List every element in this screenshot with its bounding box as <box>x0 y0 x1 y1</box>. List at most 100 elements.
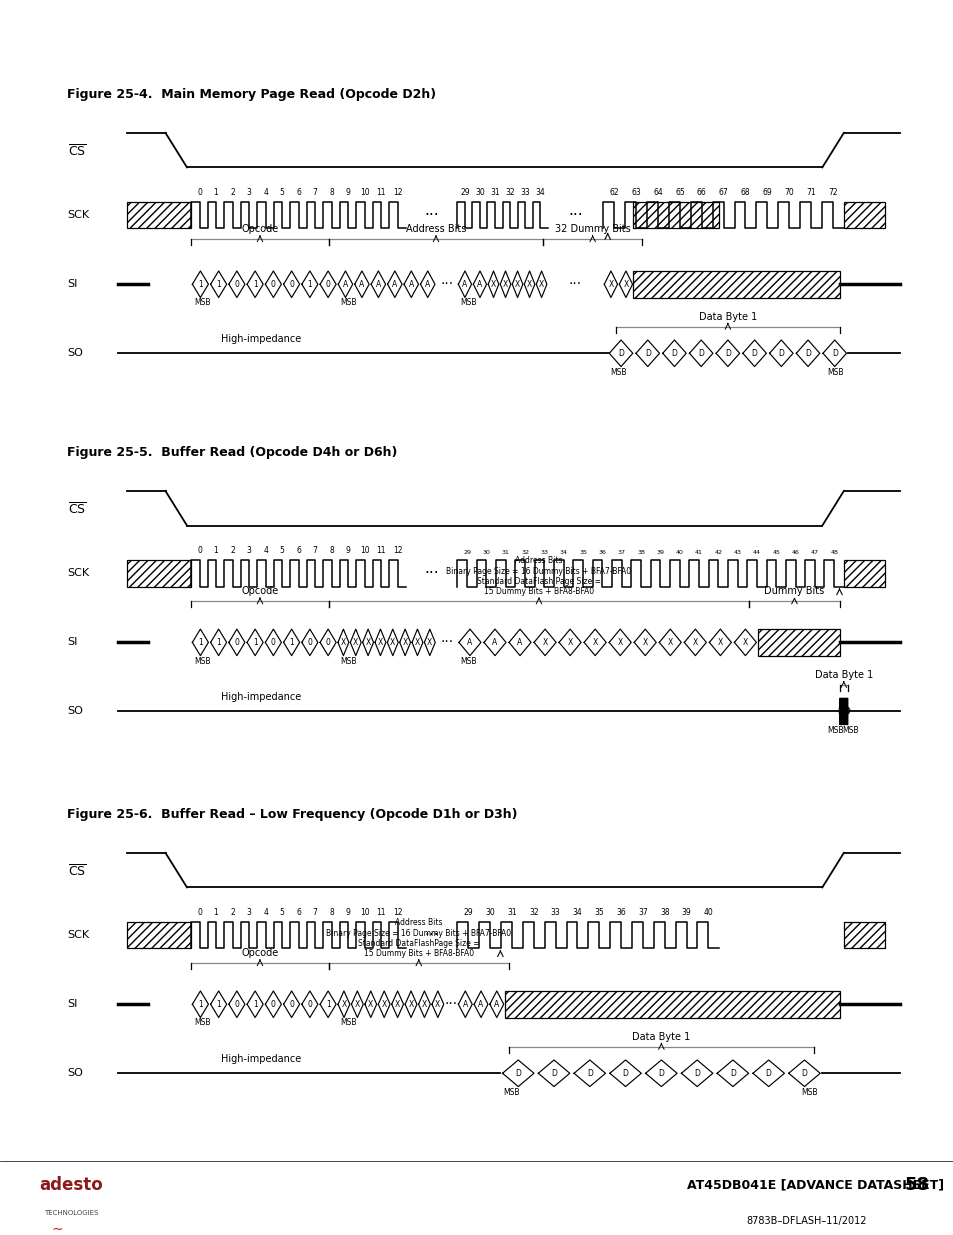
Text: 1: 1 <box>289 638 294 647</box>
Text: 33: 33 <box>519 188 529 196</box>
Text: 68: 68 <box>740 188 749 196</box>
Text: 8: 8 <box>329 188 334 196</box>
Text: 29: 29 <box>459 188 469 196</box>
Text: 7: 7 <box>313 546 317 555</box>
Text: $\overline{\rm CS}$: $\overline{\rm CS}$ <box>68 143 86 159</box>
Text: TECHNOLOGIES: TECHNOLOGIES <box>45 1209 98 1215</box>
Text: A: A <box>462 1000 468 1009</box>
Text: A: A <box>467 638 472 647</box>
Text: ···: ··· <box>568 277 581 291</box>
Text: 4: 4 <box>263 188 268 196</box>
Text: A: A <box>375 280 380 289</box>
Text: D: D <box>644 348 650 358</box>
Text: ∼: ∼ <box>51 1221 63 1235</box>
Text: MSB: MSB <box>193 657 210 666</box>
Text: Data Byte 1: Data Byte 1 <box>814 671 872 680</box>
Text: D: D <box>671 348 677 358</box>
Text: MSB: MSB <box>826 726 842 735</box>
Text: 1: 1 <box>307 280 312 289</box>
Text: 31: 31 <box>501 550 509 555</box>
Text: 32 Dummy Bits: 32 Dummy Bits <box>555 225 630 235</box>
Text: 9: 9 <box>345 908 350 916</box>
Bar <box>633 270 839 298</box>
Text: X: X <box>538 280 543 289</box>
Text: 3: 3 <box>247 188 252 196</box>
Text: X: X <box>402 638 407 647</box>
Text: ···: ··· <box>424 566 438 580</box>
Text: Address Bits
Binary Page Size = 16 Dummy Bits + BFA7-BFA0
Standard DataFlashPage: Address Bits Binary Page Size = 16 Dummy… <box>326 918 511 958</box>
Text: 11: 11 <box>376 546 386 555</box>
Text: 1: 1 <box>253 280 257 289</box>
Text: ···: ··· <box>424 927 438 942</box>
Text: D: D <box>618 348 623 358</box>
Text: 0: 0 <box>271 638 275 647</box>
Text: High-impedance: High-impedance <box>221 1053 301 1065</box>
Text: 0: 0 <box>234 280 239 289</box>
Text: 35: 35 <box>578 550 586 555</box>
Text: 30: 30 <box>475 188 484 196</box>
Bar <box>127 561 191 587</box>
Text: ···: ··· <box>568 207 582 222</box>
Text: 37: 37 <box>638 908 647 916</box>
Text: 32: 32 <box>520 550 529 555</box>
Text: 1: 1 <box>213 908 218 916</box>
Text: 1: 1 <box>198 638 203 647</box>
Text: 1: 1 <box>216 1000 221 1009</box>
Text: 11: 11 <box>376 908 386 916</box>
Text: adesto: adesto <box>40 1176 103 1194</box>
Text: 62: 62 <box>609 188 618 196</box>
Text: 12: 12 <box>393 546 402 555</box>
Text: X: X <box>526 280 532 289</box>
Text: $\overline{\rm CS}$: $\overline{\rm CS}$ <box>68 863 86 879</box>
Text: A: A <box>494 1000 499 1009</box>
Text: X: X <box>408 1000 414 1009</box>
Text: 46: 46 <box>791 550 799 555</box>
Text: Address Bits
Binary Page Size = 16 Dummy Bits + BFA7-BFA0
Standard DataFlash Pag: Address Bits Binary Page Size = 16 Dummy… <box>446 556 631 597</box>
Text: 69: 69 <box>761 188 771 196</box>
Text: 34: 34 <box>559 550 567 555</box>
Text: A: A <box>476 280 482 289</box>
Text: Data Byte 1: Data Byte 1 <box>698 312 757 322</box>
Text: ···: ··· <box>424 207 438 222</box>
Text: 0: 0 <box>289 1000 294 1009</box>
Text: D: D <box>586 1068 592 1078</box>
Text: D: D <box>801 1068 806 1078</box>
Text: SCK: SCK <box>68 210 90 220</box>
Text: AT45DB041E [ADVANCE DATASHEET]: AT45DB041E [ADVANCE DATASHEET] <box>686 1178 943 1192</box>
Text: X: X <box>622 280 628 289</box>
Text: D: D <box>765 1068 771 1078</box>
Text: X: X <box>365 638 371 647</box>
Text: 43: 43 <box>733 550 740 555</box>
Text: X: X <box>353 638 358 647</box>
Bar <box>633 203 719 228</box>
Text: SO: SO <box>68 706 84 716</box>
Text: X: X <box>390 638 395 647</box>
Text: 0: 0 <box>234 1000 239 1009</box>
Text: 1: 1 <box>213 546 218 555</box>
Text: 0: 0 <box>197 188 202 196</box>
Bar <box>504 990 839 1018</box>
Text: 8: 8 <box>329 546 334 555</box>
Text: 1: 1 <box>216 638 221 647</box>
Text: 31: 31 <box>490 188 499 196</box>
Text: 44: 44 <box>752 550 760 555</box>
Text: 66: 66 <box>696 188 706 196</box>
Text: 6: 6 <box>295 188 301 196</box>
Text: X: X <box>692 638 698 647</box>
Text: D: D <box>694 1068 700 1078</box>
Text: MSB: MSB <box>459 657 476 666</box>
Text: 0: 0 <box>325 280 330 289</box>
Text: 6: 6 <box>295 908 301 916</box>
Text: A: A <box>342 280 348 289</box>
Text: 0: 0 <box>197 908 202 916</box>
Text: 38: 38 <box>659 908 669 916</box>
Text: X: X <box>502 280 508 289</box>
Text: 1: 1 <box>213 188 218 196</box>
Text: SO: SO <box>68 348 84 358</box>
Text: A: A <box>392 280 397 289</box>
Text: 0: 0 <box>289 280 294 289</box>
Text: MSB: MSB <box>502 1088 518 1097</box>
Text: X: X <box>427 638 432 647</box>
Text: 6: 6 <box>295 546 301 555</box>
Text: 58: 58 <box>904 1176 929 1194</box>
